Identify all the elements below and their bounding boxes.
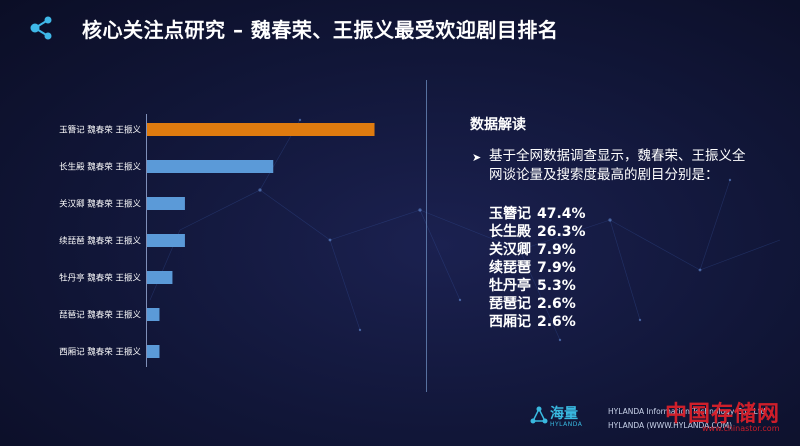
stat-row: 续琵琶 7.9% [489, 259, 586, 277]
panel-heading: 数据解读 [470, 117, 526, 133]
bar-0 [147, 123, 375, 136]
stat-row: 牡丹亭 5.3% [489, 277, 586, 295]
stat-name: 长生殿 [489, 224, 531, 240]
logo-icon [30, 16, 52, 40]
stat-value: 47.4% [537, 206, 586, 222]
stat-name: 琵琶记 [489, 296, 531, 312]
stat-row: 玉簪记 47.4% [489, 205, 586, 223]
footer-site: HYLANDA (WWW.HYLANDA.COM) [608, 421, 733, 430]
category-label: 续琵琶 魏春荣 王振义 [59, 236, 141, 247]
panel-divider [426, 80, 427, 392]
bar-4 [147, 271, 173, 284]
category-label: 玉簪记 魏春荣 王振义 [59, 125, 141, 136]
category-label: 琵琶记 魏春荣 王振义 [59, 310, 141, 321]
stat-name: 玉簪记 [489, 206, 531, 222]
watermark-text: 中国存储网 [665, 402, 781, 427]
bar-1 [147, 160, 274, 173]
stat-value: 7.9% [537, 242, 576, 258]
arrow-right-icon: ➤ [472, 151, 482, 164]
watermark-url: www.chinastor.com [702, 424, 780, 433]
stat-name: 西厢记 [489, 314, 531, 330]
stat-value: 2.6% [537, 314, 576, 330]
stat-row: 关汉卿 7.9% [489, 241, 586, 259]
stat-row: 长生殿 26.3% [489, 223, 586, 241]
category-label: 牡丹亭 魏春荣 王振义 [59, 273, 141, 284]
footer-brand-en: HYLANDA [550, 421, 583, 428]
stat-row: 琵琶记 2.6% [489, 295, 586, 313]
bar-5 [147, 308, 160, 321]
category-label: 西厢记 魏春荣 王振义 [59, 347, 141, 358]
stat-value: 2.6% [537, 296, 576, 312]
ranking-stats-list: 玉簪记 47.4% 长生殿 26.3% 关汉卿 7.9% 续琵琶 7.9% 牡丹亭 5.3% 琵琶记… [489, 205, 586, 331]
stat-value: 5.3% [537, 278, 576, 294]
stat-name: 牡丹亭 [489, 278, 531, 294]
stat-row: 西厢记 2.6% [489, 313, 586, 331]
footer-company: HYLANDA Information Technology Co., Ltd [608, 407, 766, 416]
brand-mark-icon [530, 406, 548, 424]
category-label: 关汉卿 魏春荣 王振义 [59, 199, 141, 210]
stat-name: 关汉卿 [489, 242, 531, 258]
panel-intro: 基于全网数据调查显示，魏春荣、王振义全网谈论量及搜索度最高的剧目分别是： [489, 148, 746, 183]
stat-name: 续琵琶 [489, 260, 531, 276]
stat-value: 26.3% [537, 224, 586, 240]
page-title: 核心关注点研究 – 魏春荣、王振义最受欢迎剧目排名 [82, 18, 559, 42]
stat-value: 7.9% [537, 260, 576, 276]
bar-3 [147, 234, 185, 247]
bar-2 [147, 197, 185, 210]
footer-brand-cn: 海量 [550, 406, 578, 422]
bar-6 [147, 345, 160, 358]
category-label: 长生殿 魏春荣 王振义 [59, 162, 141, 173]
